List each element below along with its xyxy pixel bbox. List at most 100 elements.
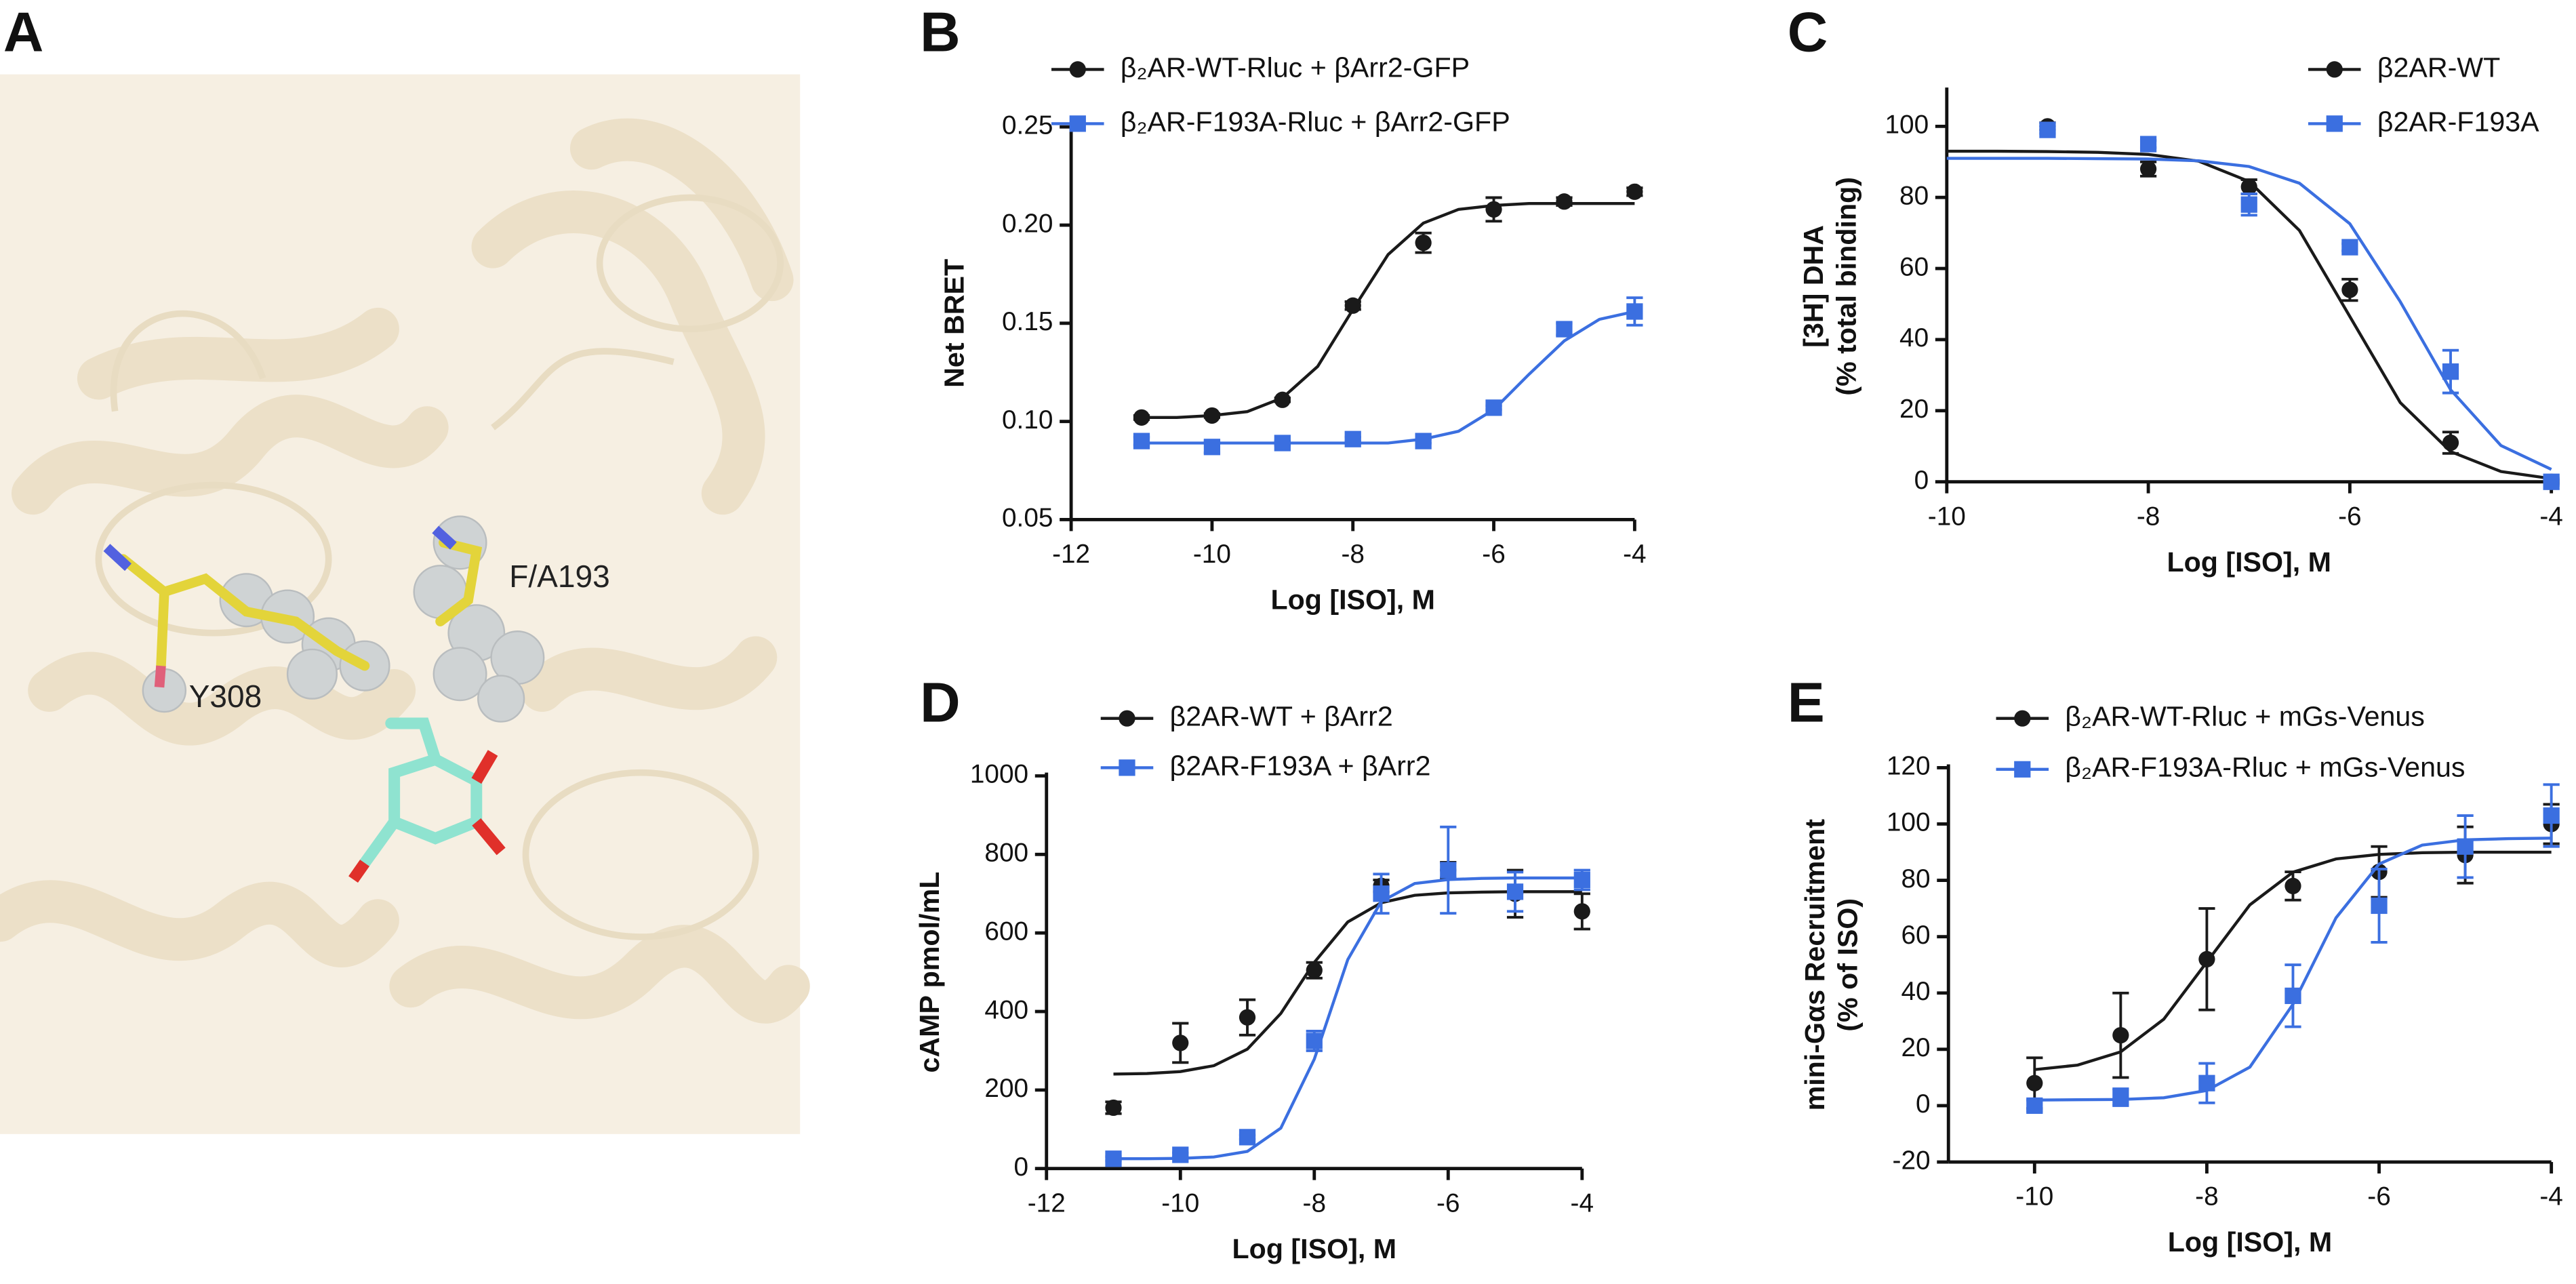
data-point [2285,987,2301,1005]
data-point [2198,1075,2215,1091]
x-axis-label: Log [ISO], M [1232,1233,1397,1264]
data-point [2371,897,2388,915]
x-axis-label: Log [ISO], M [2167,546,2331,578]
panel-letter: D [920,671,961,734]
y-axis-label: cAMP pmol/mL [914,872,945,1073]
data-point [1573,871,1590,889]
data-point [1415,433,1432,449]
x-tick-label: -8 [2195,1182,2218,1211]
y-tick-label: 20 [1901,1033,1930,1062]
legend-label: β2AR-WT + βArr2 [1170,701,1393,732]
legend-label: β₂AR-F193A-Rluc + mGs-Venus [2065,752,2465,783]
y-tick-label: 60 [1899,252,1929,281]
legend-label: β2AR-F193A + βArr2 [1170,750,1431,781]
data-point [2026,1097,2043,1115]
data-point [1172,1035,1189,1051]
data-point [1556,193,1573,210]
x-axis-label: Log [ISO], M [2168,1226,2333,1258]
y-tick-label: 100 [1885,111,1929,140]
data-point [1344,430,1361,447]
legend-label: β2AR-WT [2377,52,2501,83]
y-tick-label: 0.05 [1002,504,1053,533]
data-point [1344,297,1361,314]
data-point [2139,136,2157,153]
y-tick-label: 1000 [970,760,1028,789]
y-tick-label: 0.20 [1002,209,1053,238]
data-point [1172,1146,1189,1163]
legend-label: β2AR-F193A [2377,106,2539,137]
fit-curve [1113,890,1582,1076]
y-tick-label: 0.10 [1002,405,1053,435]
data-point [1203,407,1221,424]
data-point [2442,363,2459,380]
data-point [1485,399,1502,416]
x-tick-label: -6 [2338,502,2361,531]
x-tick-label: -12 [1028,1188,1066,1218]
y-tick-label: 0.15 [1002,307,1053,336]
data-point [1239,1009,1256,1026]
legend-marker [2326,115,2343,132]
data-point [1306,962,1323,979]
data-point [2341,281,2358,298]
residue-label: F/A193 [509,559,609,594]
panel-letter: A [3,1,44,64]
panel-letter: C [1788,1,1828,64]
data-point [2112,1089,2129,1106]
data-point [2457,838,2474,855]
data-point [1203,439,1221,456]
legend-marker [2014,710,2031,727]
x-tick-label: -8 [1341,540,1364,569]
data-point [2039,121,2056,138]
data-point [2442,434,2459,452]
x-tick-label: -10 [2015,1182,2053,1211]
y-tick-label: 600 [984,917,1028,946]
data-point [2139,161,2157,178]
legend-marker [1119,759,1135,776]
y-tick-label: 0 [1014,1152,1029,1182]
y-tick-label: 200 [984,1074,1028,1103]
y-tick-label: 40 [1901,977,1930,1006]
data-point [2285,877,2301,895]
legend-label: β₂AR-WT-Rluc + mGs-Venus [2065,701,2425,732]
data-point [1105,1099,1122,1117]
x-tick-label: -10 [1928,502,1966,531]
y-tick-label: 20 [1899,395,1929,424]
legend-label: β₂AR-F193A-Rluc + βArr2-GFP [1121,106,1510,137]
residue-label: Y308 [189,679,262,714]
data-point [1239,1129,1256,1146]
x-tick-label: -4 [1571,1188,1594,1218]
panel-letter: B [920,1,961,64]
x-tick-label: -4 [2539,1182,2562,1211]
data-point [2026,1075,2043,1091]
legend-marker [2014,761,2031,778]
fit-curve [1142,310,1635,445]
legend-marker [1069,115,1086,132]
fit-curve [1113,876,1582,1161]
legend-marker [1069,61,1086,78]
data-point [1373,885,1390,902]
data-point [1274,391,1291,408]
y-tick-label: 0 [1916,1089,1931,1119]
y-axis-label: [3H] DHA [1798,225,1829,348]
y-tick-label: 0.25 [1002,111,1053,140]
data-point [1133,409,1150,426]
y-tick-label: 80 [1901,864,1930,894]
x-tick-label: -6 [1482,540,1505,569]
data-point [1415,234,1432,252]
data-point [1506,883,1524,900]
y-tick-label: -20 [1893,1146,1931,1175]
x-tick-label: -10 [1193,540,1231,569]
legend-marker [1119,710,1135,727]
y-tick-label: 800 [984,839,1028,868]
y-tick-label: 400 [984,995,1028,1024]
data-point [1306,1032,1323,1049]
y-tick-label: 40 [1899,323,1929,353]
fit-curve [1142,202,1635,420]
data-point [1274,435,1291,452]
data-point [1573,903,1590,920]
y-tick-label: 80 [1899,181,1929,210]
data-point [1556,321,1573,338]
legend-marker [2326,61,2343,78]
